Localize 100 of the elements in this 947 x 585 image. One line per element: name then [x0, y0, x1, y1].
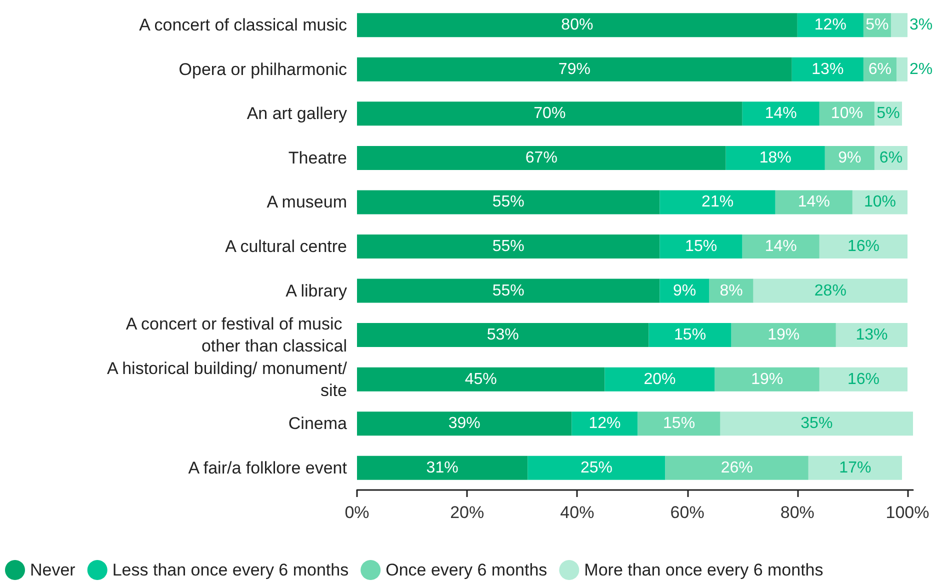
- y-tick-label: A museum: [266, 192, 347, 212]
- data-label: 16%: [847, 238, 880, 255]
- data-label: 55%: [492, 194, 524, 211]
- bar: [731, 323, 836, 348]
- y-tick-label: Cinema: [288, 414, 348, 434]
- data-label: 31%: [426, 459, 458, 476]
- bar: [792, 57, 864, 82]
- bar: [720, 412, 913, 436]
- y-tick-label: A cultural centre: [225, 237, 347, 256]
- bar: [357, 146, 726, 170]
- data-label: 15%: [674, 326, 706, 344]
- data-label: 20%: [644, 370, 676, 388]
- data-label: 14%: [798, 194, 830, 211]
- data-label: 5%: [866, 16, 889, 34]
- data-label: 28%: [814, 282, 846, 300]
- bar: [808, 456, 902, 480]
- data-label: 16%: [847, 370, 880, 388]
- x-tick-label: 60%: [670, 503, 704, 522]
- bar: [357, 102, 742, 126]
- data-label: 9%: [672, 282, 696, 300]
- data-label: 17%: [839, 459, 872, 476]
- bar: [357, 234, 660, 258]
- x-tick-label: 80%: [780, 503, 814, 522]
- y-tick-label: A library: [286, 281, 348, 300]
- bar: [357, 456, 528, 480]
- bar: [775, 190, 852, 214]
- bar: [357, 323, 649, 348]
- bar: [604, 367, 715, 392]
- bar: [714, 367, 820, 392]
- data-label: 25%: [580, 459, 612, 476]
- data-label: 12%: [588, 415, 621, 432]
- data-label: 9%: [838, 149, 862, 166]
- data-label: 12%: [814, 16, 846, 34]
- data-label: 5%: [876, 105, 900, 122]
- y-tick-label: A fair/a folklore event: [188, 458, 348, 478]
- bar: [742, 102, 820, 126]
- bar: [742, 234, 820, 258]
- data-label: 14%: [764, 238, 797, 255]
- data-label: 6%: [868, 60, 892, 78]
- bar: [819, 234, 908, 258]
- legend-label: Less than once every 6 months: [112, 560, 349, 580]
- data-label: 6%: [879, 149, 903, 166]
- legend-label: Once every 6 months: [386, 560, 548, 580]
- data-label: 21%: [702, 194, 734, 211]
- legend-label: Never: [30, 560, 76, 580]
- data-label: 70%: [534, 105, 566, 122]
- data-label: 53%: [486, 326, 519, 344]
- data-label: 26%: [720, 459, 753, 476]
- data-label: 8%: [720, 282, 743, 300]
- bar: [819, 367, 908, 392]
- bar: [836, 323, 908, 348]
- bar: [357, 13, 798, 38]
- data-label: 35%: [800, 415, 833, 432]
- y-tick-label: A concert or festival of music other than classical: [126, 314, 347, 356]
- data-label: 79%: [558, 60, 590, 78]
- data-label: 10%: [864, 194, 896, 211]
- data-label: 18%: [759, 149, 792, 166]
- data-label: 55%: [492, 282, 524, 300]
- bar: [638, 412, 720, 436]
- bar: [357, 278, 660, 303]
- data-label: 13%: [856, 326, 888, 344]
- data-label: 39%: [448, 415, 480, 432]
- x-tick-label: 40%: [560, 503, 594, 522]
- data-label: 67%: [525, 149, 558, 166]
- bar: [357, 412, 572, 436]
- data-label: 3%: [909, 16, 933, 34]
- y-tick-label: Theatre: [288, 148, 347, 168]
- y-tick-label: A concert of classical music: [139, 16, 348, 35]
- x-tick-label: 0%: [344, 503, 370, 522]
- y-tick-label: An art gallery: [246, 104, 348, 124]
- data-label: 45%: [464, 370, 497, 388]
- bar: [528, 456, 666, 480]
- bar: [726, 146, 825, 170]
- data-label: 80%: [561, 16, 594, 34]
- data-label: 15%: [663, 415, 696, 432]
- legend-label: More than once every 6 months: [584, 560, 824, 580]
- bar: [665, 456, 808, 480]
- bar: [896, 57, 908, 82]
- data-label: 19%: [768, 326, 800, 344]
- data-label: 10%: [830, 105, 863, 122]
- data-label: 13%: [812, 60, 844, 78]
- data-label: 2%: [909, 60, 933, 78]
- bar: [357, 57, 792, 82]
- bar: [357, 367, 605, 392]
- y-tick-label: Opera or philharmonic: [178, 60, 348, 79]
- bar: [648, 323, 732, 348]
- bar: [660, 190, 776, 214]
- bar: [357, 190, 660, 214]
- bar: [660, 234, 742, 258]
- bar: [753, 278, 908, 303]
- data-label: 14%: [764, 105, 797, 122]
- bar: [797, 13, 864, 38]
- bar: [572, 412, 638, 436]
- data-label: 55%: [492, 238, 524, 255]
- x-tick-label: 20%: [450, 503, 484, 522]
- x-tick-label: 100%: [886, 503, 930, 522]
- data-label: 15%: [685, 238, 718, 255]
- y-tick-label: A historical building/ monument/site: [106, 358, 348, 400]
- bar: [890, 13, 908, 38]
- data-label: 19%: [751, 370, 784, 388]
